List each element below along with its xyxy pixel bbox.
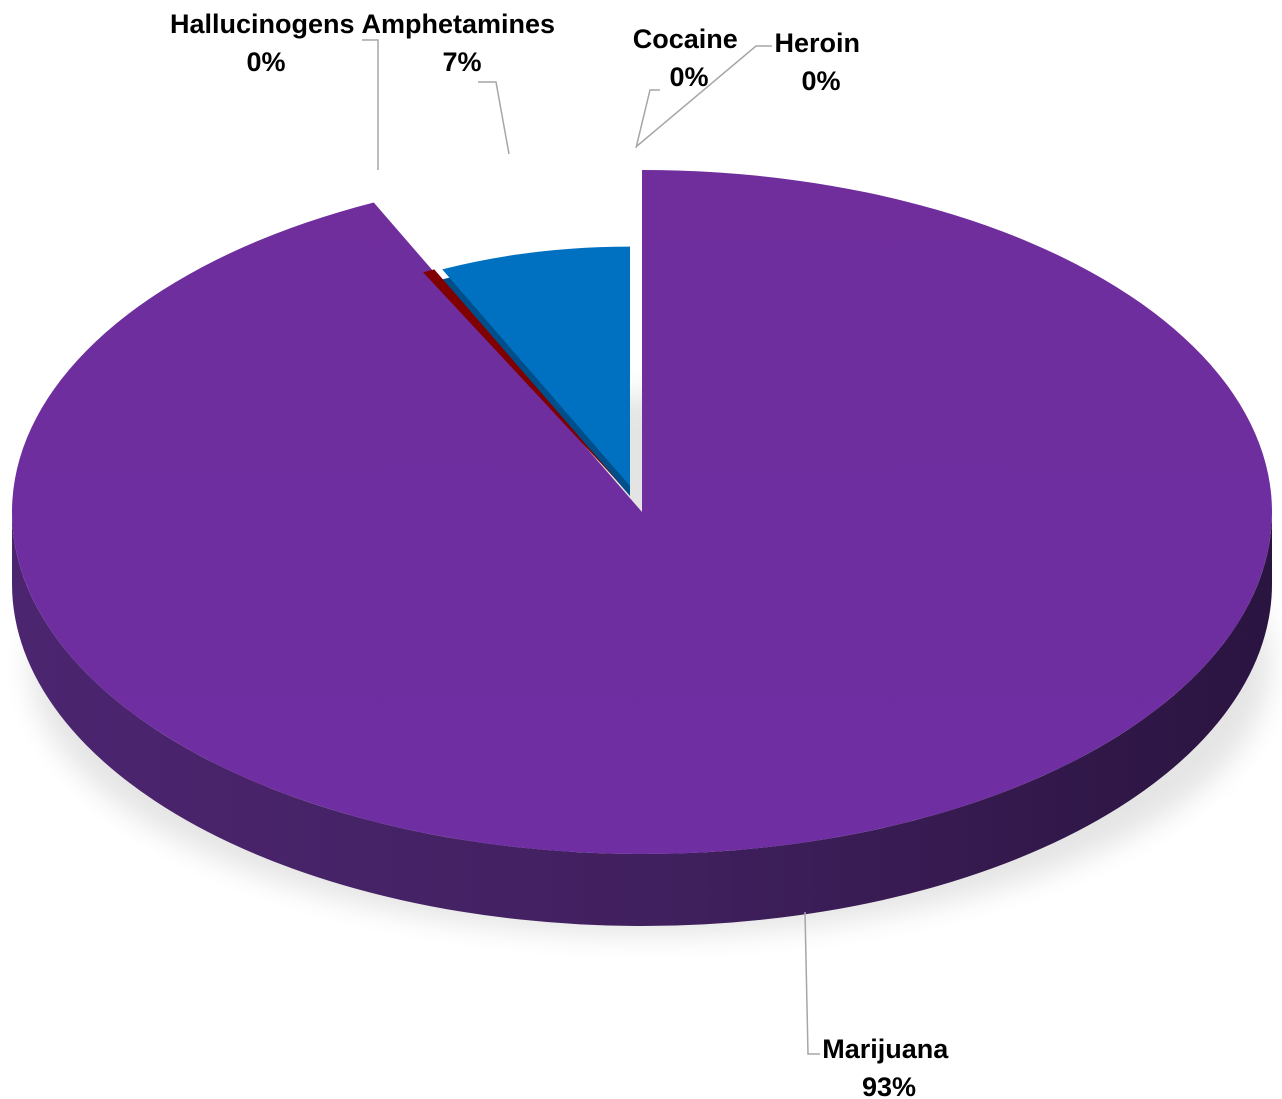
slice-name-amphetamines: Amphetamines: [361, 9, 555, 39]
pie-slice-marijuana: [11, 170, 1272, 854]
pie-slice-hallucinogens: [423, 269, 622, 486]
slice-name-hallucinogens: Hallucinogens: [170, 9, 355, 39]
slice-percent-hallucinogens: 0%: [246, 47, 285, 77]
leader-line-heroin: [636, 45, 772, 147]
leader-line-hallucinogens: [362, 39, 379, 170]
data-label-amphetamines: Amphetamines 7%: [361, 9, 562, 77]
slice-percent-amphetamines: 7%: [442, 47, 481, 77]
leader-line-cocaine: [635, 89, 660, 149]
slice-percent-cocaine: 0%: [669, 62, 708, 92]
leader-line-amphetamines: [478, 81, 510, 155]
slice-percent-heroin: 0%: [801, 66, 840, 96]
data-label-cocaine: Cocaine 0%: [633, 24, 746, 92]
leader-line-marijuana: [804, 911, 820, 1055]
data-label-heroin: Heroin 0%: [774, 28, 867, 96]
slice-name-cocaine: Cocaine: [633, 24, 738, 54]
slice-percent-marijuana: 93%: [862, 1072, 916, 1099]
pie-slice-marijuana-side: [12, 512, 1272, 926]
data-label-hallucinogens: Hallucinogens 0%: [170, 9, 362, 77]
data-label-marijuana: Marijuana 93%: [822, 1034, 956, 1099]
pie-slice-amphetamines: [442, 246, 630, 486]
slice-name-heroin: Heroin: [774, 28, 860, 58]
slice-name-marijuana: Marijuana: [822, 1034, 949, 1064]
